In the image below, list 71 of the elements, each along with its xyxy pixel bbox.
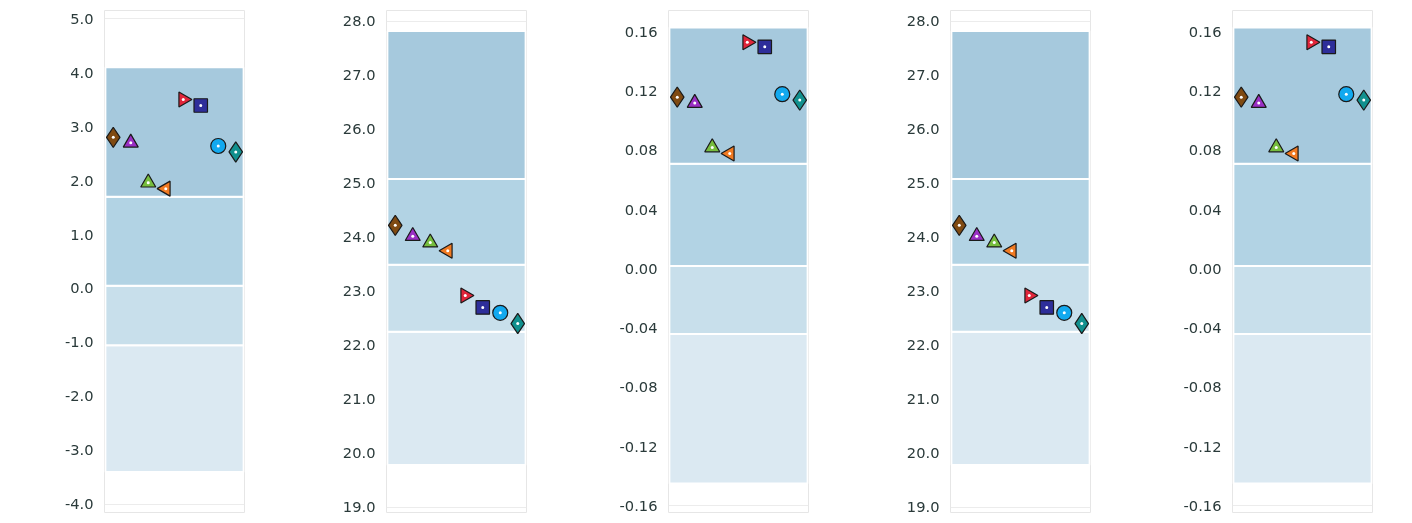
y-tick-label: 22.0 xyxy=(906,336,940,354)
y-tick-label: 1.0 xyxy=(70,225,94,243)
point xyxy=(774,86,791,103)
y-tick-label: -2.0 xyxy=(64,387,94,405)
y-tick-label: 27.0 xyxy=(906,66,940,84)
y-tick-label: 0.04 xyxy=(624,200,658,218)
point xyxy=(1356,89,1372,111)
y-tick-label: 24.0 xyxy=(342,228,376,246)
y-tick-label: 0.12 xyxy=(624,82,658,100)
point xyxy=(193,98,209,113)
point xyxy=(704,138,721,153)
point xyxy=(757,39,773,55)
y-tick-label: 22.0 xyxy=(342,336,376,354)
point xyxy=(1338,86,1355,103)
y-tick-label: 20.0 xyxy=(342,444,376,462)
point xyxy=(404,226,421,242)
point xyxy=(140,173,157,188)
y-tick-label: 0.04 xyxy=(1188,200,1222,218)
point xyxy=(1039,300,1055,315)
y-tick-label: 0.08 xyxy=(624,141,658,159)
y-tick-label: 2.0 xyxy=(70,171,94,189)
point xyxy=(1268,138,1285,153)
y-tick-label: 0.16 xyxy=(624,22,658,40)
y-tick-label: -0.08 xyxy=(619,378,658,396)
point xyxy=(492,304,509,321)
y-tick-label: 0.0 xyxy=(70,279,94,297)
point xyxy=(968,226,985,242)
y-tick-label: -0.16 xyxy=(619,496,658,514)
y-tick-label: -4.0 xyxy=(64,495,94,513)
y-tick-label: 21.0 xyxy=(342,390,376,408)
y-tick-label: 25.0 xyxy=(342,174,376,192)
y-tick-label: 19.0 xyxy=(906,498,940,516)
y-tick-label: 5.0 xyxy=(70,9,94,27)
point xyxy=(422,233,439,248)
point xyxy=(1233,86,1249,108)
y-tick-label: 25.0 xyxy=(906,174,940,192)
point xyxy=(122,133,139,148)
y-tick-label: 3.0 xyxy=(70,117,94,135)
y-tick-label: 21.0 xyxy=(906,390,940,408)
y-tick-label: -0.08 xyxy=(1183,378,1222,396)
point xyxy=(1321,39,1337,55)
y-tick-label: 28.0 xyxy=(342,12,376,30)
point xyxy=(1056,304,1073,321)
y-tick-label: -0.04 xyxy=(1183,319,1222,337)
y-tick-label: 23.0 xyxy=(906,282,940,300)
point xyxy=(986,233,1003,248)
point xyxy=(669,86,685,108)
y-tick-label: 28.0 xyxy=(906,12,940,30)
y-tick-label: 19.0 xyxy=(342,498,376,516)
y-tick-label: 4.0 xyxy=(70,63,94,81)
y-tick-label: -1.0 xyxy=(64,333,94,351)
point xyxy=(475,300,491,315)
point xyxy=(228,141,244,163)
point xyxy=(792,89,808,111)
y-tick-label: 0.16 xyxy=(1188,22,1222,40)
y-tick-label: 24.0 xyxy=(906,228,940,246)
y-tick-label: 20.0 xyxy=(906,444,940,462)
y-tick-label: -0.04 xyxy=(619,319,658,337)
y-tick-label: 26.0 xyxy=(342,120,376,138)
point xyxy=(210,137,227,155)
y-tick-label: 0.00 xyxy=(624,259,658,277)
y-tick-label: 26.0 xyxy=(906,120,940,138)
y-tick-label: 0.08 xyxy=(1188,141,1222,159)
y-tick-label: -3.0 xyxy=(64,441,94,459)
y-tick-label: 23.0 xyxy=(342,282,376,300)
y-tick-label: 27.0 xyxy=(342,66,376,84)
y-tick-label: 0.12 xyxy=(1188,82,1222,100)
y-tick-label: -0.12 xyxy=(1183,437,1222,455)
y-tick-label: -0.12 xyxy=(619,437,658,455)
y-tick-label: 0.00 xyxy=(1188,259,1222,277)
y-tick-label: -0.16 xyxy=(1183,496,1222,514)
